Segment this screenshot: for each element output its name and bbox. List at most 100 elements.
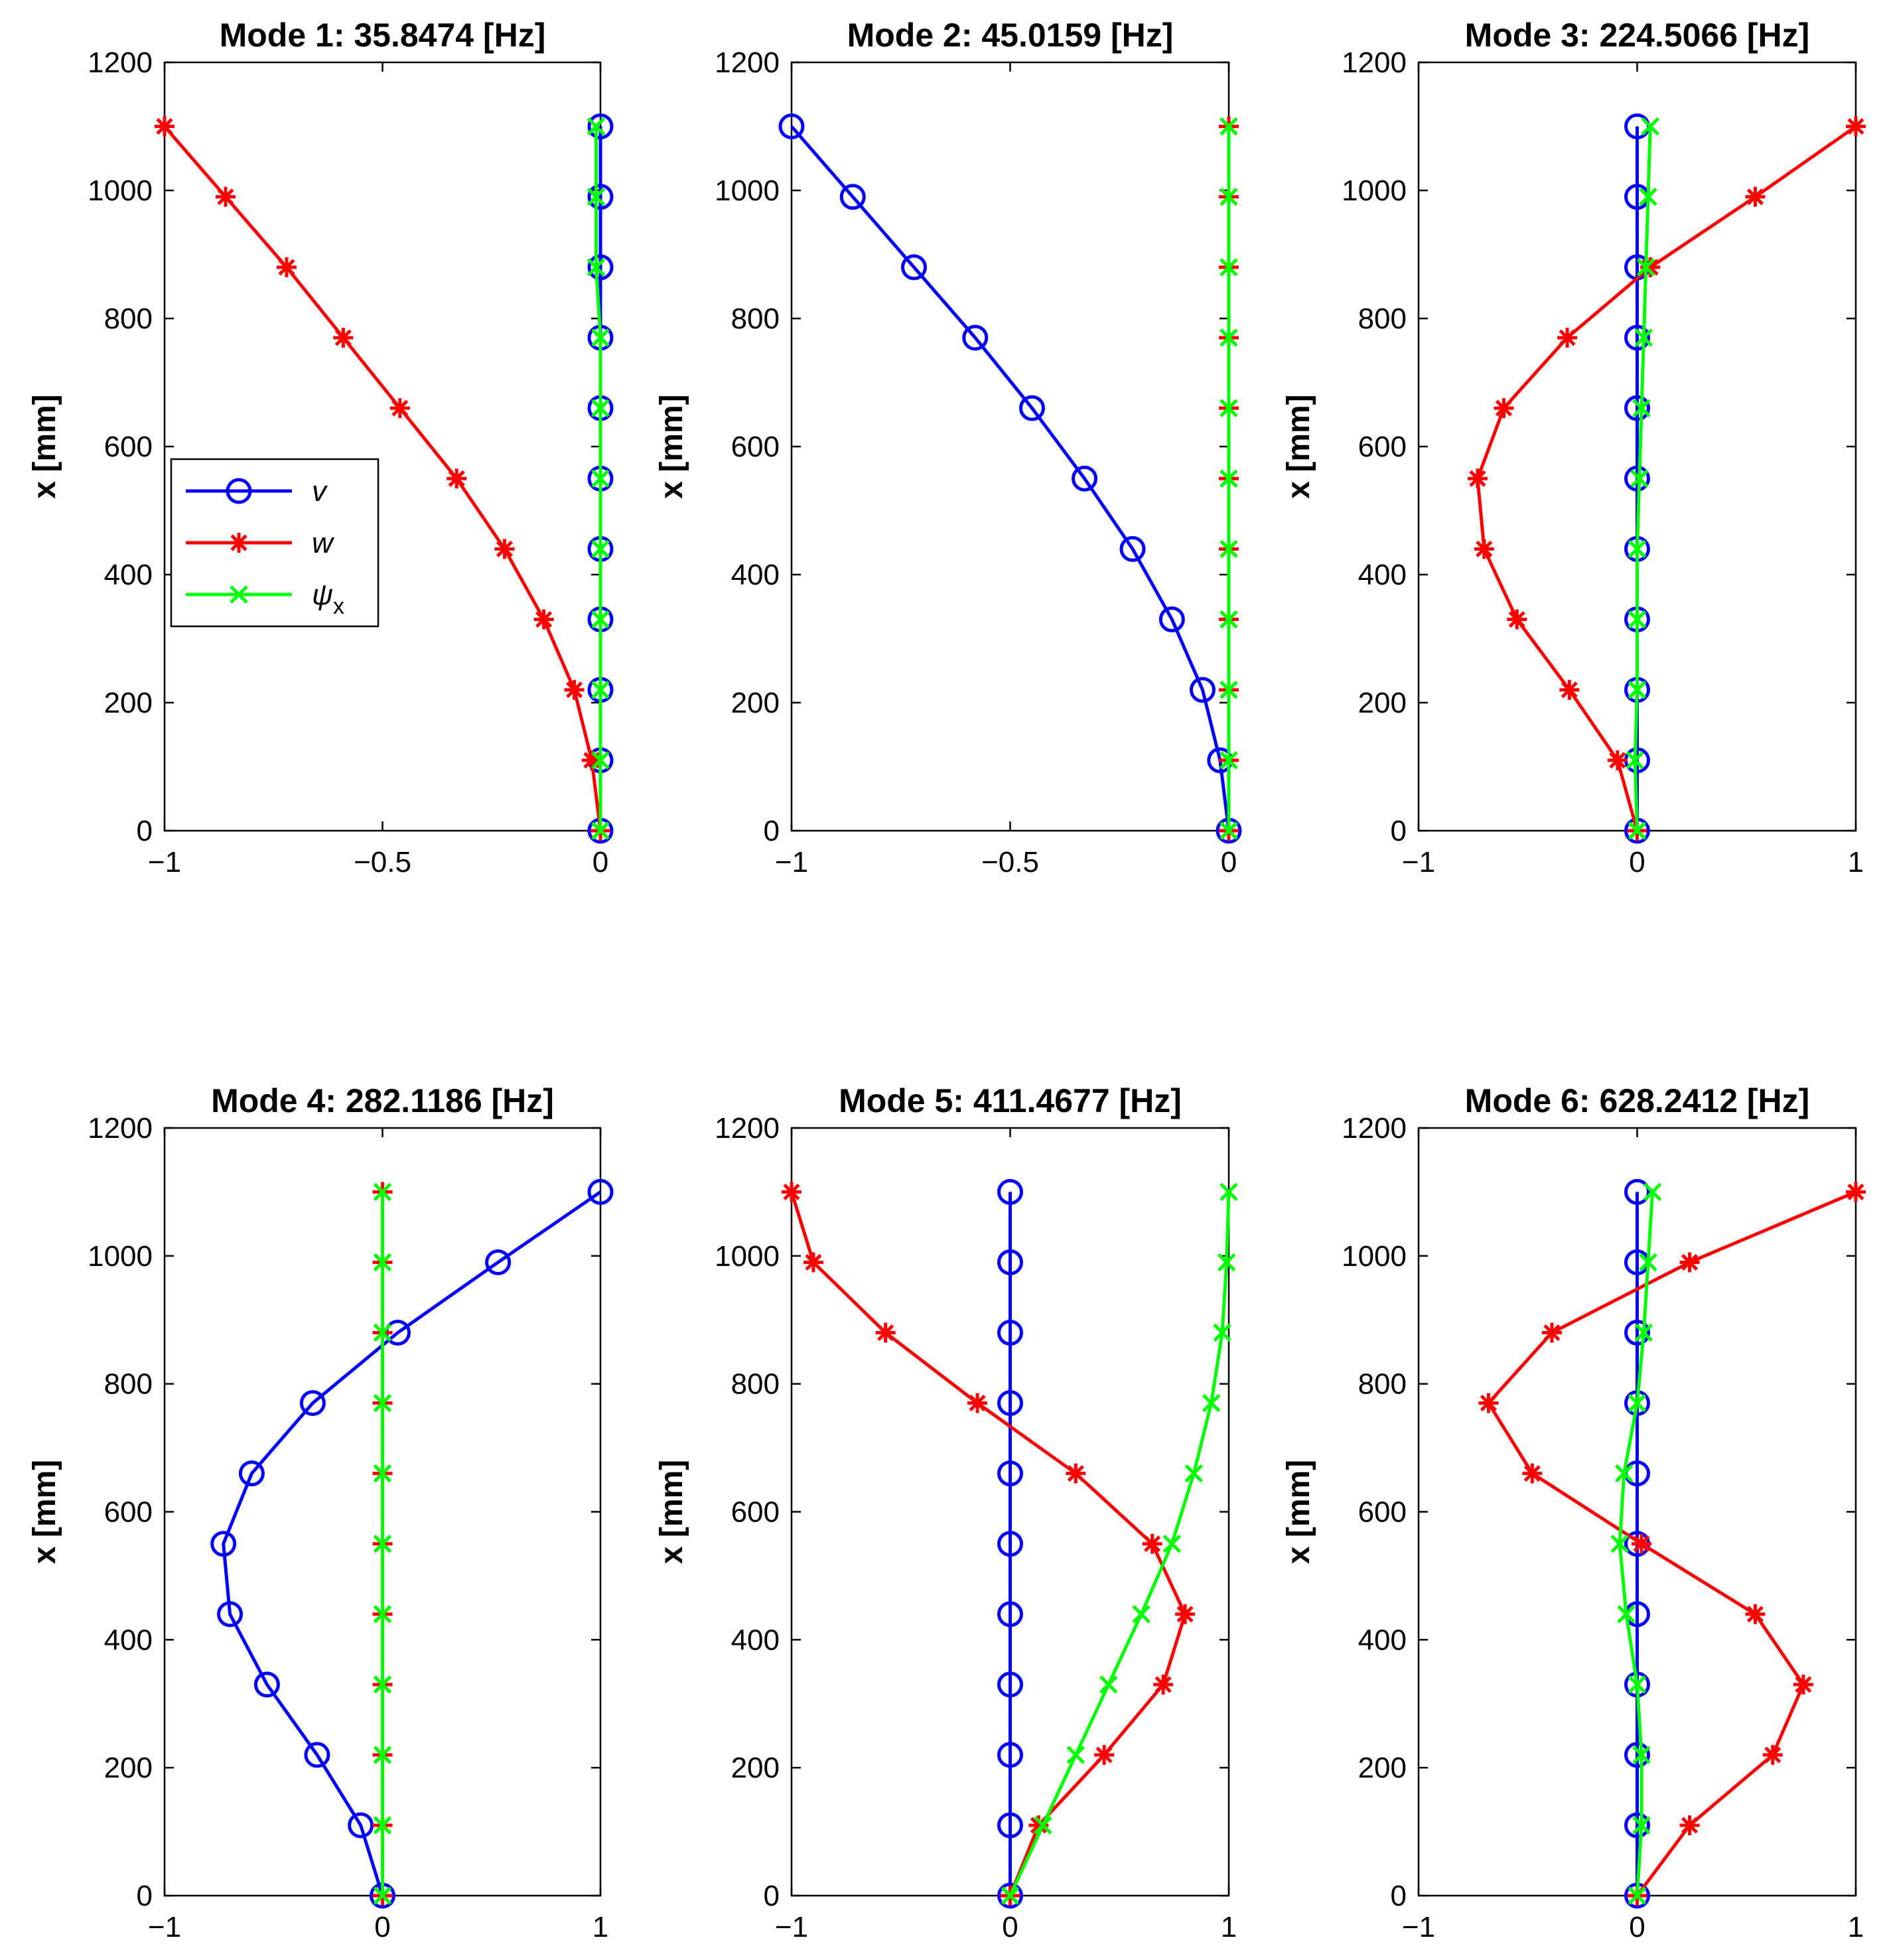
data-point-psi_x (1632, 399, 1651, 417)
y-axis-label: x [mm] (27, 394, 62, 498)
data-point-w (1607, 750, 1628, 770)
data-point-w (1559, 679, 1580, 700)
data-point-psi_x (591, 610, 610, 629)
y-tick-label: 1200 (715, 1112, 780, 1145)
data-point-v (587, 184, 614, 210)
data-point-psi_x (1220, 751, 1238, 770)
y-tick-label: 200 (104, 1752, 153, 1784)
y-axis-label: x [mm] (1281, 1460, 1316, 1564)
y-tick-label: 200 (731, 1752, 780, 1784)
data-point-psi_x (587, 258, 606, 277)
data-point-psi_x (373, 1816, 392, 1835)
series-psi_x (373, 1182, 392, 1905)
data-point-psi_x (373, 1534, 392, 1553)
data-point-v (299, 1390, 326, 1417)
data-point-psi_x (591, 821, 610, 840)
data-point-v (997, 1178, 1023, 1205)
x-tick-label: −1 (1402, 1911, 1435, 1943)
chart-title: Mode 4: 282.1186 [Hz] (211, 1082, 554, 1119)
y-tick-label: 400 (1358, 1624, 1407, 1656)
y-tick-label: 200 (1358, 687, 1407, 719)
data-point-psi_x (1617, 1605, 1636, 1624)
chart-title: Mode 3: 224.5066 [Hz] (1465, 17, 1810, 54)
subplot-mode-5: Mode 5: 411.4677 [Hz] x [mm] 0 200 400 600 800… (654, 1082, 1238, 1943)
data-point-psi_x (1626, 751, 1644, 770)
series-psi_x (1610, 1182, 1662, 1905)
data-point-v (1189, 677, 1216, 703)
data-point-w (1679, 1815, 1700, 1835)
data-point-v (253, 1671, 280, 1698)
data-point-v (997, 1460, 1023, 1487)
data-point-psi_x (373, 1605, 392, 1624)
y-axis-label: x [mm] (654, 394, 689, 498)
y-tick-label: 1000 (1342, 1240, 1407, 1273)
data-point-v (997, 1882, 1023, 1909)
x-tick-label: −0.5 (981, 846, 1039, 878)
data-point-psi_x (1220, 1182, 1238, 1202)
x-tick-label: −1 (775, 846, 808, 878)
series-psi_x (587, 117, 610, 840)
legend-label-w: w (312, 527, 335, 559)
data-point-w (494, 539, 515, 559)
y-tick-label: 1200 (1342, 1112, 1407, 1145)
y-tick-label: 800 (731, 1368, 780, 1401)
data-point-w (447, 468, 467, 489)
y-axis-label: x [mm] (654, 1460, 689, 1564)
y-tick-label: 0 (137, 815, 153, 847)
x-tick-label: 0 (374, 1911, 390, 1943)
data-point-psi_x (1632, 1816, 1651, 1835)
data-point-psi_x (1628, 1675, 1647, 1694)
data-point-psi_x (1220, 399, 1238, 417)
data-point-w (155, 116, 174, 137)
data-point-psi_x (1628, 610, 1647, 629)
y-tick-label: 400 (104, 559, 153, 591)
data-point-v (997, 1742, 1023, 1768)
data-point-psi_x (373, 1675, 392, 1694)
data-point-w (875, 1322, 896, 1343)
data-point-w (1507, 609, 1527, 630)
data-point-v (778, 113, 805, 139)
data-point-v (1624, 1178, 1650, 1205)
data-point-psi_x (1614, 1464, 1634, 1483)
data-point-v (1624, 324, 1650, 351)
y-tick-label: 200 (731, 687, 780, 719)
data-point-v (901, 254, 928, 281)
data-point-w (1478, 1393, 1499, 1413)
x-tick-label: 1 (1848, 1911, 1864, 1943)
data-point-v (997, 1249, 1023, 1275)
data-point-w (1557, 327, 1578, 348)
y-tick-label: 0 (764, 815, 780, 847)
data-point-psi_x (1220, 258, 1238, 277)
x-tick-label: −0.5 (354, 846, 411, 878)
series-line-v (222, 1190, 602, 1896)
data-point-v (997, 1601, 1023, 1628)
subplot-mode-1: Mode 1: 35.8474 [Hz] x [mm] 0 200 400 600 800 1… (27, 17, 614, 878)
data-point-psi_x (1213, 1323, 1231, 1342)
data-point-psi_x (1641, 117, 1660, 136)
data-point-v (210, 1531, 237, 1557)
data-point-w (1793, 1674, 1813, 1695)
y-tick-label: 1000 (715, 175, 780, 207)
data-point-psi_x (1628, 1886, 1647, 1905)
data-point-w (1094, 1744, 1115, 1765)
data-point-psi_x (373, 1886, 392, 1905)
y-tick-label: 800 (104, 303, 153, 335)
data-point-psi_x (373, 1253, 392, 1272)
legend-marker-psi_x (230, 585, 248, 604)
data-point-w (1745, 1604, 1766, 1624)
x-tick-label: −1 (1402, 846, 1435, 878)
chart-title: Mode 2: 45.0159 [Hz] (847, 17, 1174, 54)
series-psi_x (1626, 117, 1660, 840)
data-point-w (1846, 1182, 1866, 1202)
y-axis-label: x [mm] (1281, 394, 1316, 498)
y-tick-label: 600 (1358, 1496, 1407, 1529)
data-point-psi_x (1066, 1746, 1085, 1764)
data-point-v (1624, 1742, 1650, 1768)
data-point-psi_x (1630, 469, 1649, 488)
y-tick-label: 1200 (88, 1112, 153, 1145)
y-tick-label: 600 (104, 1496, 153, 1529)
x-tick-label: 1 (1848, 846, 1864, 878)
data-point-w (1542, 1322, 1562, 1343)
y-axis-label: x [mm] (27, 1460, 62, 1564)
